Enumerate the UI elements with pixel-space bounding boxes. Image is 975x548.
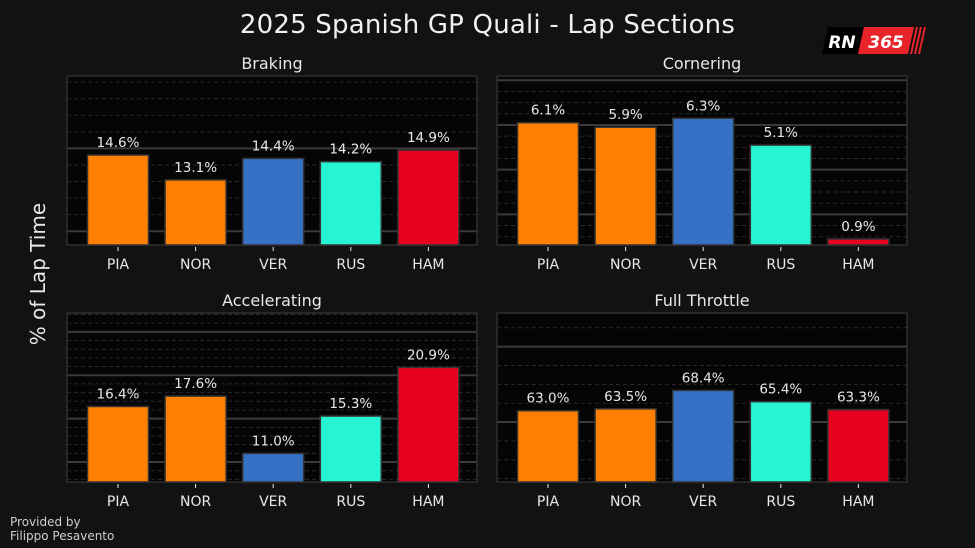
- bar-rus: [749, 400, 813, 483]
- data-label-nor: 17.6%: [174, 376, 217, 392]
- bar-ver: [241, 452, 305, 483]
- data-label-pia: 14.6%: [97, 135, 140, 151]
- x-tick-label-ham: HAM: [842, 494, 874, 510]
- bar-pia: [516, 121, 580, 246]
- panel-accelerating: 16.4% PIA 17.6% NOR 11.0% VER 15.3% RUS 20.9% HAM: [66, 312, 478, 510]
- logo-text-365: 365: [868, 33, 904, 53]
- bar-ver: [671, 117, 735, 246]
- data-label-rus: 14.2%: [329, 142, 372, 158]
- data-label-ver: 6.3%: [686, 98, 720, 114]
- bar-ver: [241, 157, 305, 246]
- x-tick-label-pia: PIA: [107, 257, 130, 273]
- chart-title: 2025 Spanish GP Quali - Lap Sections: [239, 10, 736, 40]
- bar-nor: [594, 126, 657, 246]
- x-tick-label-rus: RUS: [766, 494, 795, 510]
- bar-ham: [397, 149, 460, 246]
- bar-rus: [319, 160, 383, 246]
- x-tick-label-nor: NOR: [610, 494, 641, 510]
- panel-title-braking: Braking: [241, 54, 303, 73]
- x-tick-label-ham: HAM: [412, 257, 444, 273]
- x-tick-label-ham: HAM: [842, 257, 874, 273]
- bar-nor: [164, 179, 227, 246]
- data-label-ver: 11.0%: [252, 433, 295, 449]
- panel-title-full-throttle: Full Throttle: [654, 291, 750, 310]
- data-label-ham: 20.9%: [407, 347, 450, 363]
- panel-braking: 14.6% PIA 13.1% NOR 14.4% VER 14.2% RUS 14.9% HAM: [66, 75, 478, 273]
- x-tick-label-rus: RUS: [766, 257, 795, 273]
- data-label-pia: 16.4%: [97, 386, 140, 402]
- bar-rus: [749, 144, 813, 246]
- data-label-ham: 14.9%: [407, 130, 450, 146]
- bar-ham: [827, 408, 890, 483]
- x-tick-label-nor: NOR: [180, 257, 211, 273]
- panel-title-cornering: Cornering: [662, 54, 742, 73]
- data-label-rus: 15.3%: [329, 396, 372, 412]
- x-tick-label-pia: PIA: [537, 494, 560, 510]
- bar-nor: [594, 408, 657, 483]
- data-label-pia: 63.0%: [527, 391, 570, 407]
- credit-line-1: Provided by: [10, 515, 81, 529]
- data-label-nor: 63.5%: [604, 389, 647, 405]
- x-tick-label-ham: HAM: [412, 494, 444, 510]
- x-tick-label-ver: VER: [689, 494, 717, 510]
- x-tick-label-nor: NOR: [180, 494, 211, 510]
- x-tick-label-rus: RUS: [336, 494, 365, 510]
- bar-ham: [397, 366, 460, 483]
- credit-line-2: Filippo Pesavento: [10, 529, 115, 543]
- panel-cornering: 6.1% PIA 5.9% NOR 6.3% VER 5.1% RUS 0.9% HAM: [496, 75, 908, 273]
- bar-ham: [827, 238, 890, 246]
- bar-pia: [86, 154, 150, 246]
- bar-ver: [671, 389, 735, 483]
- bar-nor: [164, 395, 227, 483]
- data-label-ver: 68.4%: [682, 370, 725, 386]
- data-label-rus: 65.4%: [759, 382, 802, 398]
- data-label-pia: 6.1%: [531, 103, 565, 119]
- data-label-nor: 5.9%: [608, 107, 642, 123]
- bar-pia: [86, 405, 150, 483]
- rn365-logo: RN 365: [822, 27, 926, 54]
- y-axis-label: % of Lap Time: [26, 202, 50, 346]
- x-tick-label-ver: VER: [259, 257, 287, 273]
- data-label-ver: 14.4%: [252, 138, 295, 154]
- data-label-ham: 0.9%: [841, 219, 875, 235]
- x-tick-label-ver: VER: [259, 494, 287, 510]
- x-tick-label-nor: NOR: [610, 257, 641, 273]
- panel-full-throttle: 63.0% PIA 63.5% NOR 68.4% VER 65.4% RUS 63.3% HAM: [496, 312, 908, 510]
- bar-pia: [516, 409, 580, 483]
- x-tick-label-rus: RUS: [336, 257, 365, 273]
- x-tick-label-pia: PIA: [107, 494, 130, 510]
- panel-title-accelerating: Accelerating: [222, 291, 322, 310]
- data-label-nor: 13.1%: [174, 160, 217, 176]
- x-tick-label-ver: VER: [689, 257, 717, 273]
- data-label-rus: 5.1%: [764, 125, 798, 141]
- credit: Provided by Filippo Pesavento: [10, 515, 114, 543]
- data-label-ham: 63.3%: [837, 390, 880, 406]
- x-tick-label-pia: PIA: [537, 257, 560, 273]
- logo-text-rn: RN: [828, 33, 855, 53]
- bar-rus: [319, 415, 383, 483]
